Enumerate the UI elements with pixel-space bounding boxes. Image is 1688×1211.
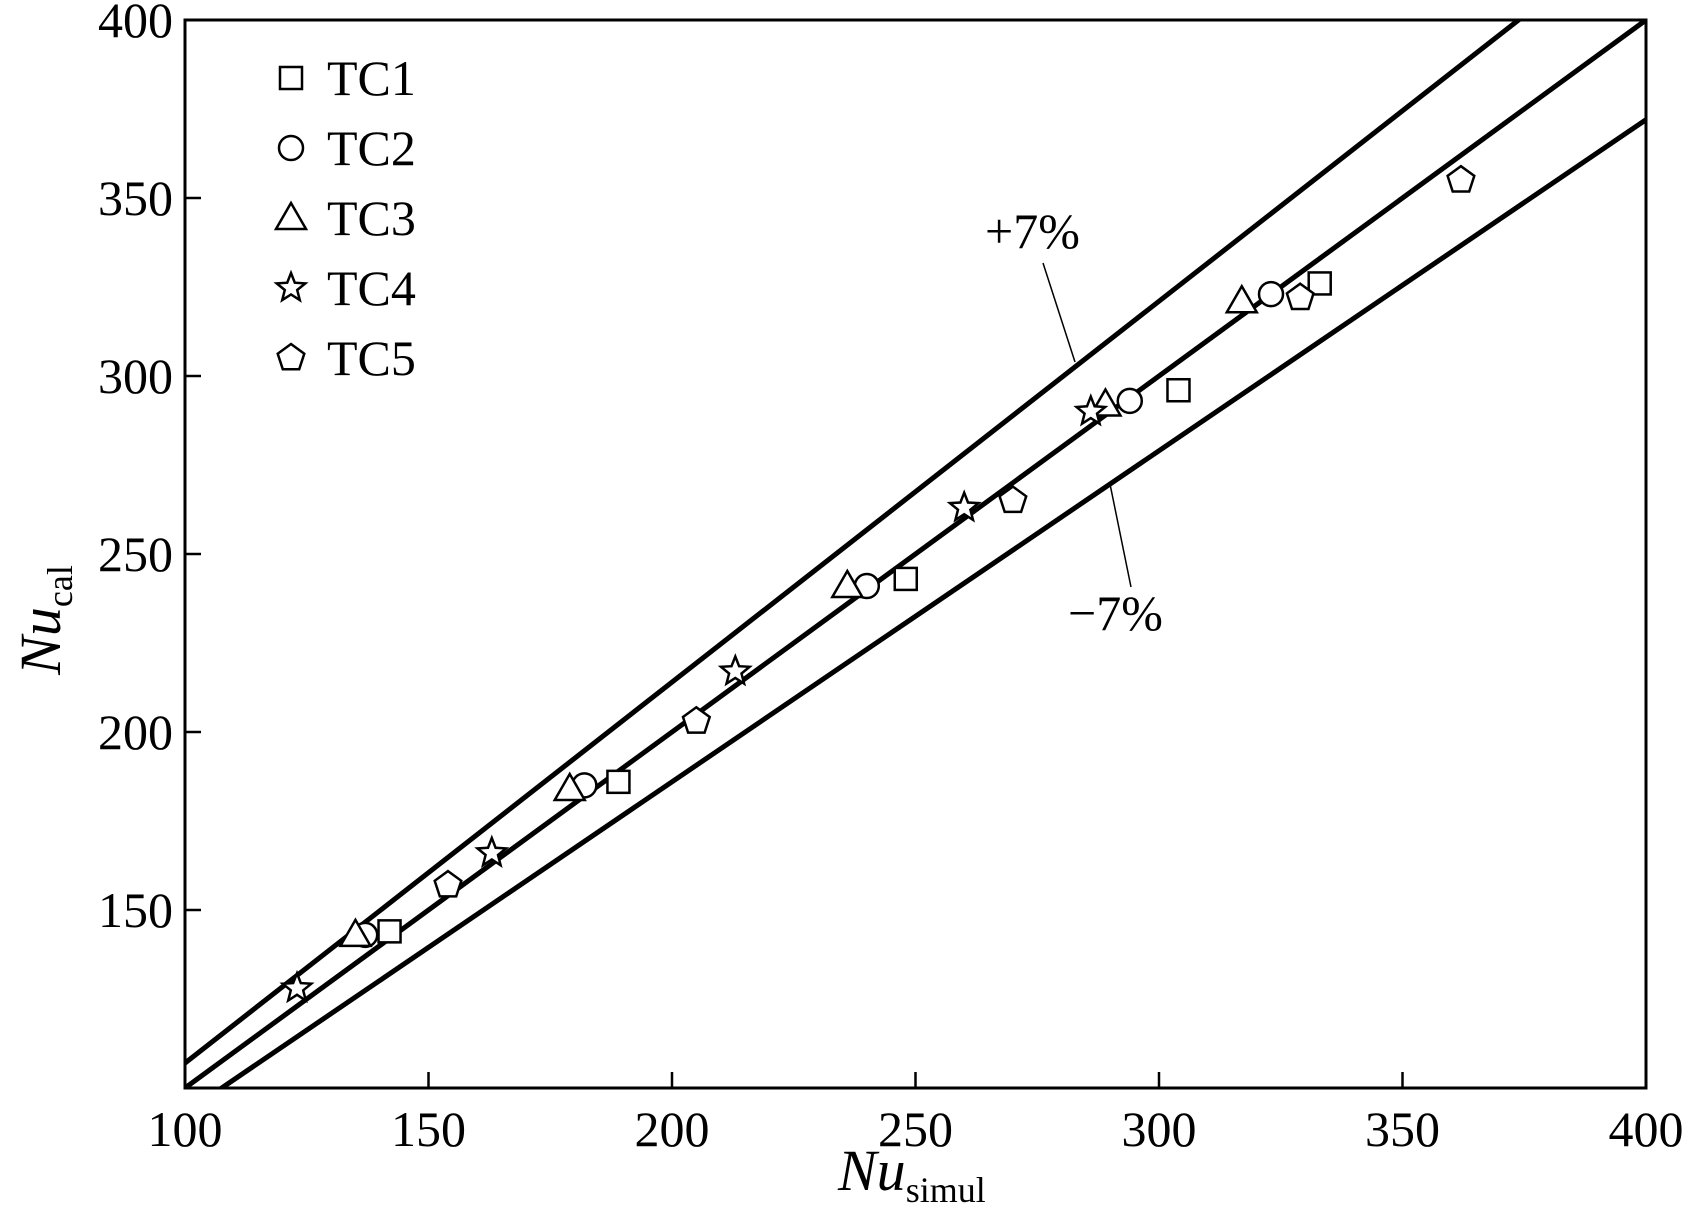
series-tc4 — [279, 393, 1109, 1004]
x-tick-label: 150 — [391, 1101, 466, 1157]
point-tc2 — [1257, 280, 1285, 308]
y-axis-title: Nucal — [8, 565, 80, 676]
point-tc1 — [606, 769, 631, 795]
minus-7-leader-line — [1109, 483, 1132, 588]
series-tc3 — [338, 283, 1259, 948]
legend-label: TC1 — [327, 50, 416, 106]
legend-item-tc1: TC1 — [278, 50, 416, 106]
x-axis-title: Nusimul — [837, 1138, 986, 1210]
point-tc4 — [279, 969, 315, 1004]
y-tick-label: 400 — [98, 0, 173, 48]
legend: TC1 TC2 TC3 TC4 TC5 — [273, 50, 416, 386]
point-tc3 — [552, 771, 587, 802]
x-tick-label: 250 — [878, 1101, 953, 1157]
legend-marker-tc2 — [277, 134, 305, 162]
point-tc4 — [474, 834, 510, 868]
y-tick-label: 250 — [98, 526, 173, 582]
legend-item-tc2: TC2 — [277, 120, 416, 176]
legend-label: TC2 — [327, 120, 416, 176]
legend-item-tc3: TC3 — [273, 190, 416, 246]
reference-line-2 — [217, 117, 1646, 1088]
point-tc2 — [1116, 387, 1144, 415]
x-tick-label: 350 — [1365, 1101, 1440, 1157]
plus-7-label: +7% — [985, 203, 1080, 259]
series-tc5 — [433, 164, 1476, 898]
x-tick-label: 300 — [1122, 1101, 1197, 1157]
y-axis: 150 200 250 300 350 400 — [98, 0, 201, 938]
legend-label: TC4 — [327, 260, 416, 316]
point-tc1 — [893, 566, 919, 592]
legend-label: TC5 — [327, 330, 416, 386]
point-tc4 — [946, 489, 982, 523]
annotations: +7% −7% — [985, 203, 1163, 641]
point-tc3 — [1224, 283, 1259, 314]
x-tick-label: 100 — [148, 1101, 223, 1157]
point-tc4 — [717, 653, 753, 687]
point-tc1 — [1166, 377, 1191, 403]
legend-marker-tc3 — [273, 200, 309, 231]
y-tick-label: 200 — [98, 704, 173, 760]
point-tc1 — [377, 919, 402, 944]
point-tc5 — [1446, 164, 1476, 193]
minus-7-label: −7% — [1068, 585, 1163, 641]
point-tc3 — [338, 917, 373, 948]
legend-marker-tc5 — [276, 342, 306, 371]
data-points — [279, 164, 1476, 1004]
reference-line-0 — [185, 20, 1523, 1067]
y-tick-label: 300 — [98, 348, 173, 404]
y-tick-label: 150 — [98, 882, 173, 938]
x-tick-label: 200 — [635, 1101, 710, 1157]
legend-label: TC3 — [327, 190, 416, 246]
plus-7-leader-line — [1042, 262, 1076, 363]
point-tc5 — [1285, 282, 1315, 311]
point-tc3 — [830, 568, 865, 599]
point-tc5 — [681, 705, 712, 734]
legend-item-tc4: TC4 — [273, 260, 416, 316]
x-axis: 100 150 200 250 300 350 400 — [148, 1072, 1684, 1157]
legend-marker-tc4 — [273, 269, 309, 303]
legend-item-tc5: TC5 — [276, 330, 416, 386]
legend-marker-tc1 — [278, 65, 304, 91]
point-tc5 — [433, 869, 463, 898]
series-tc1 — [377, 271, 1332, 944]
x-tick-label: 400 — [1609, 1101, 1684, 1157]
y-tick-label: 350 — [98, 170, 173, 226]
point-tc5 — [998, 485, 1028, 514]
point-tc1 — [1307, 271, 1332, 296]
point-tc4 — [1073, 393, 1109, 427]
